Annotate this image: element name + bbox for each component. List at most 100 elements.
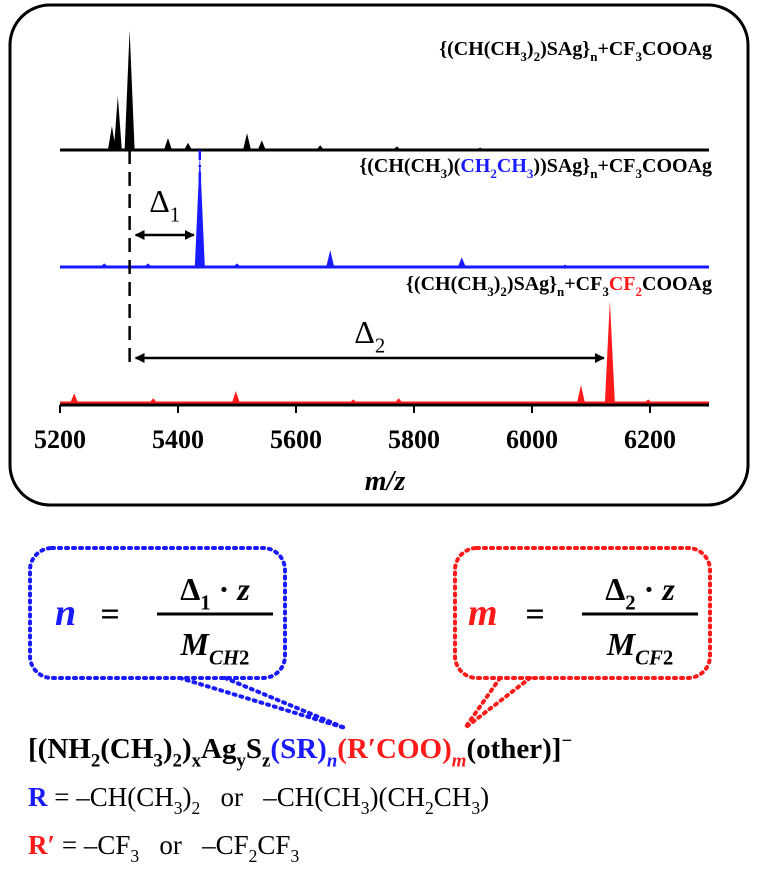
text-segment: 3 [174, 798, 183, 818]
text-segment: 3 [520, 49, 527, 64]
text-segment: )( [447, 155, 461, 177]
x-tick-label: 6200 [624, 425, 676, 454]
text-segment: 3 [153, 751, 162, 772]
text-segment: R′ [28, 830, 55, 860]
equals: = [525, 596, 544, 633]
text-segment: ) [527, 38, 534, 60]
rich-text: MCH2 [180, 626, 250, 670]
rich-text: Δ1 [149, 183, 180, 227]
text-segment: )(CH [370, 782, 426, 812]
text-segment: n [590, 166, 598, 181]
text-segment: 2 [249, 846, 258, 866]
text-segment: COOAg [642, 155, 712, 177]
peak [644, 399, 653, 403]
text-segment: 2 [490, 166, 497, 181]
text-segment: 3 [636, 166, 643, 181]
text-segment: ) [480, 782, 489, 812]
peak [194, 153, 205, 267]
text-segment: 3 [636, 49, 643, 64]
peak [107, 126, 116, 150]
text-segment: (CH [100, 733, 154, 765]
text-segment: 2 [239, 647, 249, 670]
text-segment: 3 [602, 284, 609, 299]
peak [184, 142, 193, 150]
x-tick-label: 5400 [152, 425, 204, 454]
text-segment: z [661, 571, 675, 607]
text-segment: ))SAg} [533, 155, 590, 177]
text-segment: Δ [149, 183, 170, 219]
rich-text: R′ = –CF3 or –CF2CF3 [28, 830, 299, 866]
bubble-tail [178, 676, 347, 730]
peak [349, 399, 358, 403]
rich-text: Δ2 [354, 314, 385, 358]
text-segment: Δ [605, 571, 625, 607]
peak [143, 263, 152, 267]
peak [476, 147, 485, 150]
text-segment: 2 [425, 798, 434, 818]
frame [8, 3, 750, 507]
text-segment: +CF [597, 155, 635, 177]
equals: = [100, 596, 119, 633]
text-segment: − [561, 730, 572, 751]
text-segment: Δ [354, 314, 375, 350]
peak [394, 398, 403, 403]
text-segment: 2 [625, 592, 635, 615]
text-segment: [(NH [28, 733, 91, 765]
text-segment: 2 [500, 284, 507, 299]
text-segment: {(CH(CH [439, 38, 521, 60]
text-segment: 3 [527, 166, 534, 181]
x-tick-label: 5800 [388, 425, 440, 454]
text-segment: 1 [170, 204, 180, 227]
rich-text: {(CH(CH3)2)SAg}n+CF3COOAg [439, 38, 712, 64]
text-segment: S [246, 733, 262, 765]
text-segment: CH [209, 647, 240, 670]
text-segment: 3 [487, 284, 494, 299]
peak [149, 398, 158, 403]
text-segment: CF [609, 273, 636, 295]
x-tick-label: 6000 [506, 425, 558, 454]
text-segment: n [55, 592, 76, 634]
text-segment: or –CF [139, 830, 249, 860]
text-segment: 3 [361, 798, 370, 818]
peak [231, 391, 240, 403]
text-segment: CF [257, 830, 290, 860]
text-segment: COOAg [642, 38, 712, 60]
x-axis-label: m/z [365, 466, 406, 497]
text-segment: CF [635, 647, 663, 670]
peak [100, 263, 109, 267]
peak [113, 96, 122, 150]
rich-text: [(NH2(CH3)2)xAgySz(SR)n(R′COO)m(other)]− [28, 730, 572, 771]
peak [243, 133, 252, 150]
text-segment: 2 [636, 284, 643, 299]
bubble-tail [463, 676, 532, 730]
rich-text: m [468, 592, 498, 634]
rich-text: Δ1 · z [180, 571, 250, 615]
text-segment: or –CH(CH [200, 782, 361, 812]
peak [124, 30, 135, 150]
text-segment: x [192, 751, 202, 772]
text-segment: 1 [200, 592, 210, 615]
peak [561, 264, 570, 267]
text-segment: ) [494, 273, 501, 295]
bubble-n [28, 546, 287, 680]
peak [70, 393, 79, 403]
text-segment: +CF [597, 38, 635, 60]
rich-text: MCF2 [606, 626, 674, 670]
text-segment: CH [434, 782, 472, 812]
text-segment: (other)] [466, 733, 561, 765]
text-segment: Δ [180, 571, 200, 607]
text-segment: n [327, 751, 337, 772]
text-segment: n [557, 284, 565, 299]
text-segment: )SAg} [507, 273, 557, 295]
text-segment: = –CH(CH [48, 782, 174, 812]
text-segment: CH [497, 155, 527, 177]
rich-text: Δ2 · z [605, 571, 675, 615]
text-segment: · [636, 571, 663, 607]
peak [316, 145, 325, 150]
peak [392, 146, 401, 150]
x-tick-label: 5200 [34, 425, 86, 454]
text-segment: ) [182, 733, 192, 765]
rich-text: n [55, 592, 76, 634]
text-segment: 2 [375, 335, 385, 358]
